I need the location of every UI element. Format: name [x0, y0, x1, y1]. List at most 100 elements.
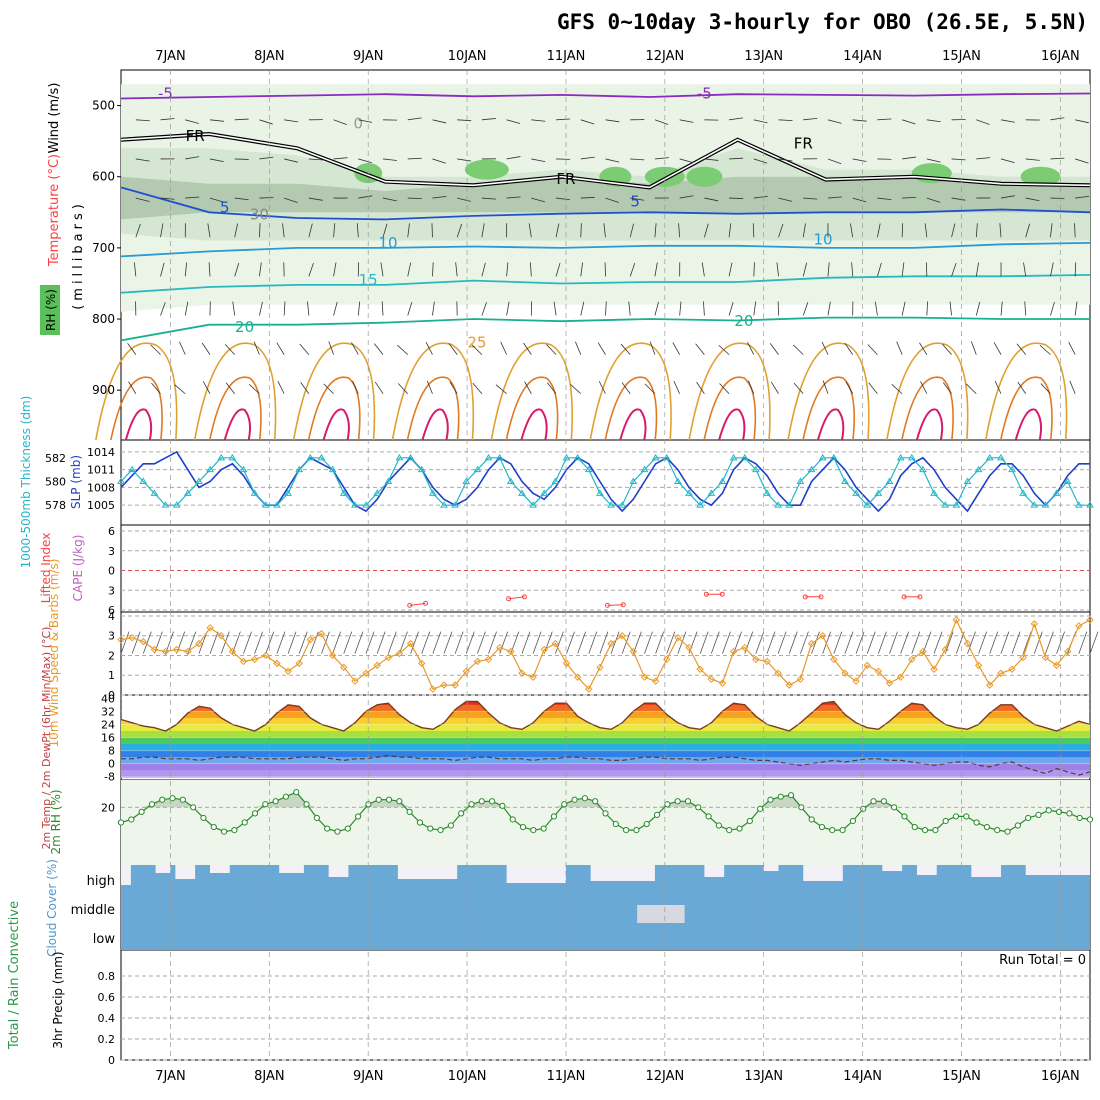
thickness-marker	[885, 477, 894, 484]
rh-marker	[571, 796, 578, 803]
y-tick-label: 600	[92, 170, 115, 184]
thickness-marker	[172, 501, 181, 508]
thickness-marker	[1086, 501, 1094, 508]
thickness-marker	[362, 501, 370, 508]
wind-barb	[1069, 380, 1076, 394]
wind-barb	[333, 301, 338, 316]
wind-barb	[499, 631, 509, 654]
wind-barb	[259, 301, 263, 316]
wind-barb	[184, 262, 187, 277]
wind-barb	[127, 343, 137, 355]
wind-barb	[354, 631, 364, 654]
y-tick-label: 1	[108, 669, 115, 682]
wind-barb	[234, 223, 238, 238]
temperature-band	[121, 750, 1090, 759]
wind-barb	[528, 223, 532, 238]
wind-barb	[629, 262, 636, 277]
wind-speed-marker	[228, 647, 237, 656]
rh-marker	[715, 822, 722, 829]
wind-barb	[160, 197, 175, 200]
wind-barb	[481, 302, 487, 316]
lifted-index-marker	[901, 594, 907, 600]
wind-barb	[457, 158, 472, 162]
y-axis-label: CAPE (J/kg)	[71, 535, 85, 602]
rh-marker	[726, 826, 733, 834]
rh-marker	[1045, 807, 1052, 814]
wind-barb	[1056, 631, 1065, 654]
cloud-cover-gap	[590, 865, 655, 881]
wind-barb	[333, 157, 348, 160]
lifted-index-marker	[917, 594, 923, 600]
wind-barb	[901, 301, 906, 316]
thickness-marker	[863, 501, 872, 508]
thickness-marker	[117, 477, 125, 484]
wind-barb	[553, 301, 557, 316]
wind-barb	[1078, 631, 1088, 654]
date-label-top: 9JAN	[353, 49, 384, 64]
wind-barb	[1023, 262, 1027, 277]
wind-barb	[605, 197, 619, 203]
wind-barb	[1000, 195, 1015, 199]
thickness-marker	[896, 453, 905, 461]
y-axis-label: 1000-500mb Thickness (dm)	[19, 396, 33, 569]
wind-barb	[284, 119, 299, 123]
wind-barb	[566, 631, 575, 654]
wind-barb	[343, 631, 353, 654]
wind-speed-marker	[1008, 665, 1016, 674]
wind-barb	[1011, 631, 1021, 654]
wind-barb	[135, 197, 150, 202]
wind-barb	[248, 383, 260, 395]
rh-marker	[272, 798, 279, 805]
wind-barb	[704, 197, 719, 202]
temperature-band	[121, 744, 1090, 752]
wind-speed-marker	[395, 649, 404, 658]
wind-barb	[896, 341, 903, 355]
rh-marker	[633, 826, 640, 834]
wind-speed-marker	[1086, 616, 1094, 624]
thickness-marker	[1052, 489, 1061, 496]
wind-barb	[1025, 197, 1040, 202]
wind-barb	[833, 631, 843, 654]
wind-barb	[802, 302, 809, 316]
wind-barb	[220, 631, 230, 654]
wind-barb	[128, 381, 137, 394]
rh-marker	[963, 813, 970, 820]
wind-barb	[358, 158, 372, 164]
wind-barb	[1089, 631, 1099, 654]
rh-marker	[375, 796, 382, 803]
wind-speed-marker	[340, 663, 348, 672]
wind-barb	[555, 631, 564, 654]
wind-barb	[924, 223, 928, 238]
rh-marker	[787, 792, 795, 799]
wind-barb	[184, 301, 189, 316]
isotherm-25-loop	[292, 342, 376, 441]
wind-barb	[1033, 631, 1043, 654]
wind-barb	[850, 223, 854, 238]
wind-speed-marker	[217, 632, 225, 640]
date-label-bottom: 8JAN	[254, 1069, 285, 1084]
wind-barb	[287, 631, 297, 654]
rh-marker	[592, 798, 599, 805]
rh-marker	[200, 814, 207, 822]
rh-marker	[478, 798, 485, 805]
wind-speed-marker	[384, 653, 393, 662]
thickness-marker	[239, 465, 248, 473]
wind-speed-marker	[128, 633, 136, 642]
panel-frame-li	[120, 524, 1091, 613]
wind-barb	[844, 342, 854, 355]
wind-barb	[605, 158, 620, 163]
thickness-marker	[963, 477, 972, 484]
rh-marker	[159, 796, 166, 803]
wind-barb	[407, 117, 422, 121]
wind-barb	[387, 631, 397, 654]
wind-barb	[259, 119, 273, 125]
wind-barb	[135, 158, 150, 162]
wind-barb	[926, 119, 941, 123]
wind-speed-marker	[451, 681, 459, 689]
thickness-marker	[217, 453, 226, 461]
wind-speed-marker	[607, 639, 615, 648]
rh-marker	[870, 798, 877, 805]
thickness-marker	[985, 453, 994, 461]
wind-barb	[133, 262, 137, 277]
thickness-marker	[395, 453, 404, 461]
